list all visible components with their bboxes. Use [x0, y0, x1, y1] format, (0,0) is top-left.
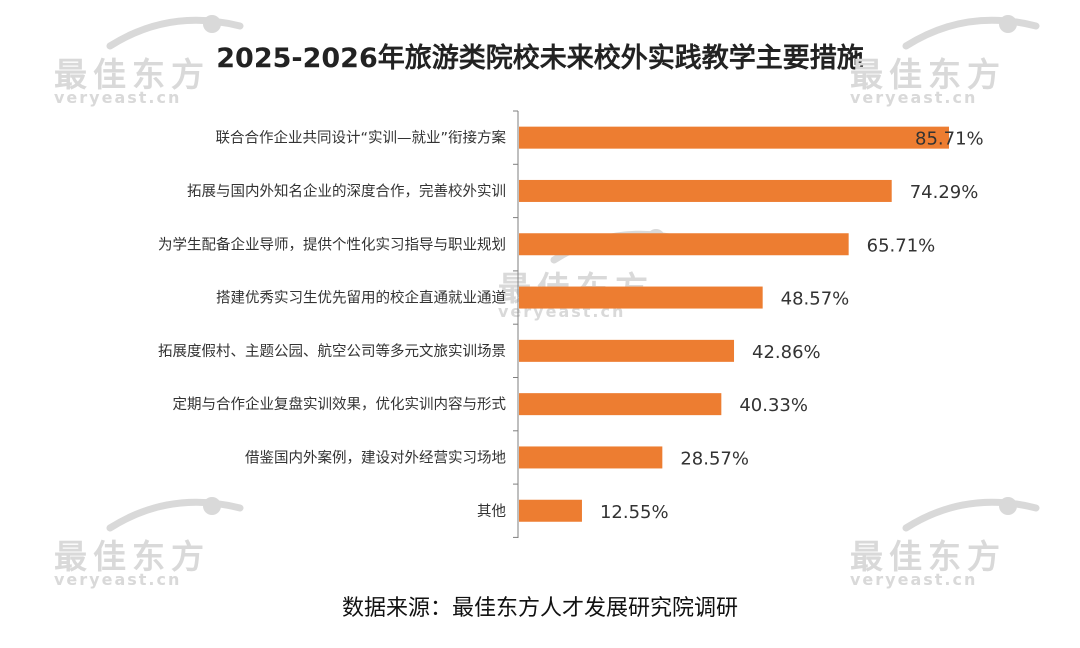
- watermark-top-left: 最佳东方 veryeast.cn: [40, 12, 260, 107]
- category-label: 定期与合作企业复盘实训效果，优化实训内容与形式: [173, 395, 507, 413]
- category-label: 拓展度假村、主题公园、航空公司等多元文旅实训场景: [158, 342, 506, 360]
- data-label: 65.71%: [867, 235, 936, 256]
- watermark-bottom-left: 最佳东方 veryeast.cn: [40, 494, 260, 589]
- watermark-logo-text: 最佳东方: [54, 55, 210, 94]
- watermark-swoosh-icon: [902, 15, 1040, 50]
- watermark-site-text: veryeast.cn: [54, 88, 182, 107]
- category-label: 拓展与国内外知名企业的深度合作，完善校外实训: [187, 182, 506, 200]
- data-label: 28.57%: [680, 448, 749, 469]
- bar: [519, 393, 722, 416]
- watermark-logo-text: 最佳东方: [850, 55, 1006, 94]
- category-label: 搭建优秀实习生优先留用的校企直通就业通道: [216, 289, 506, 307]
- category-label: 其他: [477, 503, 506, 520]
- category-label: 借鉴国内外案例，建设对外经营实习场地: [245, 448, 506, 466]
- data-label: 85.71%: [915, 129, 984, 150]
- watermark-site-text: veryeast.cn: [850, 570, 978, 589]
- watermark-bottom-right: 最佳东方 veryeast.cn: [836, 494, 1056, 589]
- bar: [519, 499, 582, 522]
- category-label: 联合合作企业共同设计“实训—就业”衔接方案: [215, 129, 506, 147]
- bar: [519, 339, 735, 362]
- bar: [519, 446, 663, 469]
- source-note: 数据来源：最佳东方人才发展研究院调研: [341, 596, 738, 621]
- data-label: 74.29%: [910, 182, 979, 203]
- watermark-top-right: 最佳东方 veryeast.cn: [836, 12, 1056, 107]
- watermark-logo-text: 最佳东方: [54, 537, 210, 576]
- bar: [519, 179, 892, 202]
- watermark-logo-text: 最佳东方: [850, 537, 1006, 576]
- data-label: 12.55%: [600, 502, 669, 523]
- watermark-site-text: veryeast.cn: [850, 88, 978, 107]
- watermark-swoosh-icon: [106, 497, 244, 532]
- bar: [519, 233, 849, 256]
- chart-title: 2025-2026年旅游类院校未来校外实践教学主要措施: [216, 43, 864, 74]
- bar: [519, 126, 949, 149]
- data-label: 48.57%: [781, 289, 850, 310]
- bar: [519, 286, 763, 309]
- category-label: 为学生配备企业导师，提供个性化实习指导与职业规划: [158, 235, 506, 253]
- watermark-site-text: veryeast.cn: [54, 570, 182, 589]
- data-label: 40.33%: [739, 395, 808, 416]
- watermark-swoosh-icon: [902, 497, 1040, 532]
- data-label: 42.86%: [752, 342, 821, 363]
- watermark-swoosh-icon: [106, 15, 244, 50]
